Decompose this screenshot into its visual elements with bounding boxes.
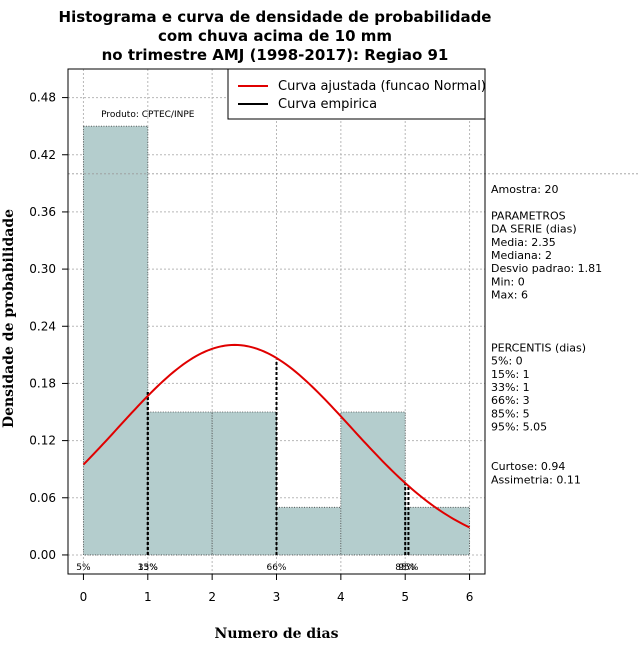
product-label: Produto: CPTEC/INPE [101,110,195,120]
fitted-normal-curve [82,343,470,529]
percentile-markers: 5% 15%33% 66% 85%95% [76,359,419,573]
x-tick-label: 2 [208,590,216,604]
histogram-bar [340,411,406,556]
side-text-line: 95%: 5.05 [491,421,547,434]
y-tick-label: 0.30 [29,262,56,276]
x-tick-label: 0 [80,590,88,604]
legend-entry-2: Curva empirica [278,97,377,112]
y-tick-label: 0.18 [29,376,56,390]
side-text-line: PARAMETROS [491,209,566,222]
title-line-3: no trimestre AMJ (1998-2017): Regiao 91 [102,46,449,64]
side-text-line: 5%: 0 [491,355,523,368]
x-tick-label: 6 [466,590,474,604]
fitted-curve-line [82,343,470,529]
legend-box [227,68,486,120]
side-text-line: Desvio padrao: 1.81 [491,262,602,275]
legend-entry-1: Curva ajustada (funcao Normal) [278,79,486,94]
product-credit-label: Produto: CPTEC/INPE [101,110,195,120]
side-text-line: Curtose: 0.94 [491,460,565,473]
legend: Curva ajustada (funcao Normal) Curva empi… [227,68,486,120]
side-text-line: 33%: 1 [491,381,530,394]
y-tick-label: 0.36 [29,205,56,219]
side-text-line: 15%: 1 [491,368,530,381]
side-text-line: Min: 0 [491,275,525,288]
y-axis-title: Densidade de probabilidade [1,209,17,428]
x-axis-title: Numero de dias [215,626,339,642]
histogram-bar [147,411,213,556]
axes: 0 1 2 3 4 5 6 0.00 0.06 0.12 0.18 0.24 0.30 0.36 0.42 0… [1,68,486,642]
y-tick-label: 0.00 [29,548,56,562]
x-tick-label: 3 [273,590,281,604]
y-tick-label: 0.06 [29,491,56,505]
percentile-label-5: 5% [76,563,91,573]
y-tick-label: 0.24 [29,319,56,333]
percentile-label-15: 15% [138,563,158,573]
x-tick-label: 1 [144,590,152,604]
side-text-line: Max: 6 [491,289,528,302]
chart-title: Histograma e curva de densidade de proba… [59,8,492,64]
histogram-bar [83,125,149,556]
percentile-label-66: 66% [266,563,286,573]
histogram-bar [211,411,277,556]
histogram-bars [83,125,470,556]
side-text-line: Amostra: 20 [491,183,558,196]
x-tick-label: 4 [337,590,345,604]
side-text-line: 66%: 3 [491,394,530,407]
percentile-label-95: 95% [398,563,418,573]
title-line-1: Histograma e curva de densidade de proba… [59,8,492,26]
side-text-line: Mediana: 2 [491,249,552,262]
y-tick-label: 0.42 [29,148,56,162]
y-tick-label: 0.12 [29,434,56,448]
side-text-line: 85%: 5 [491,407,530,420]
side-text-line: PERCENTIS (dias) [491,341,586,354]
side-text-line: Assimetria: 0.11 [491,473,581,486]
histogram-bar [276,506,342,556]
side-text-line: Media: 2.35 [491,236,556,249]
title-line-2: com chuva acima de 10 mm [158,27,392,45]
side-text-line: DA SERIE (dias) [491,223,577,236]
percentile-label-85: 85% [395,563,415,573]
percentile-label-33: 33% [138,563,158,573]
x-tick-label: 5 [401,590,409,604]
y-tick-label: 0.48 [29,91,56,105]
histogram-bar [404,506,470,556]
